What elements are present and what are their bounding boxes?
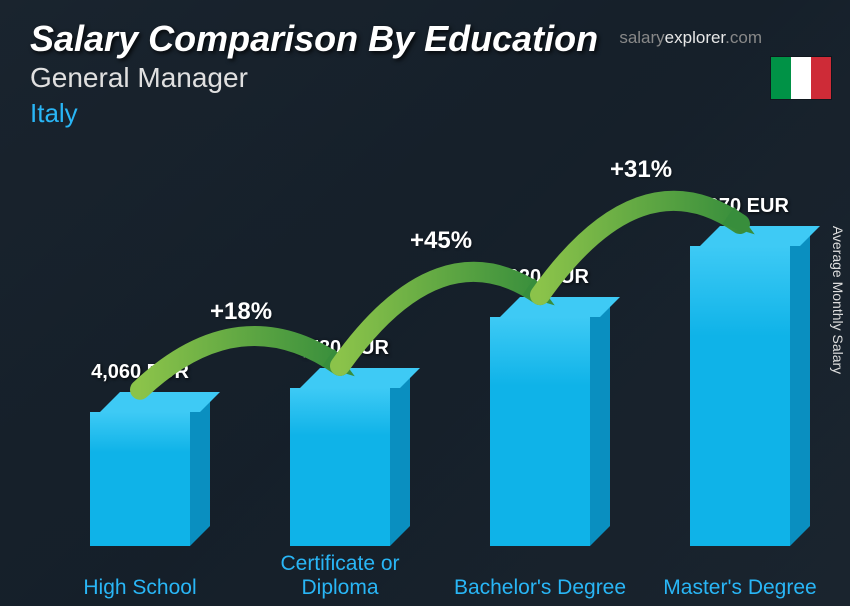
page-title: Salary Comparison By Education	[30, 18, 598, 60]
increment-arc-2	[40, 66, 810, 546]
bar-category-label: High School	[45, 576, 235, 600]
increment-badge-2: +31%	[610, 156, 672, 184]
y-axis-label: Average Monthly Salary	[830, 226, 846, 374]
watermark-prefix: salary	[619, 28, 664, 47]
watermark-main: explorer	[665, 28, 725, 47]
bar-chart: 4,060 EURHigh School4,780 EURCertificate…	[40, 66, 810, 546]
bar-category-label: Certificate or Diploma	[245, 552, 435, 600]
bar-category-label: Bachelor's Degree	[445, 576, 635, 600]
bar-category-label: Master's Degree	[645, 576, 835, 600]
watermark: salaryexplorer.com	[619, 28, 762, 48]
watermark-suffix: .com	[725, 28, 762, 47]
flag-stripe-2	[811, 57, 831, 99]
